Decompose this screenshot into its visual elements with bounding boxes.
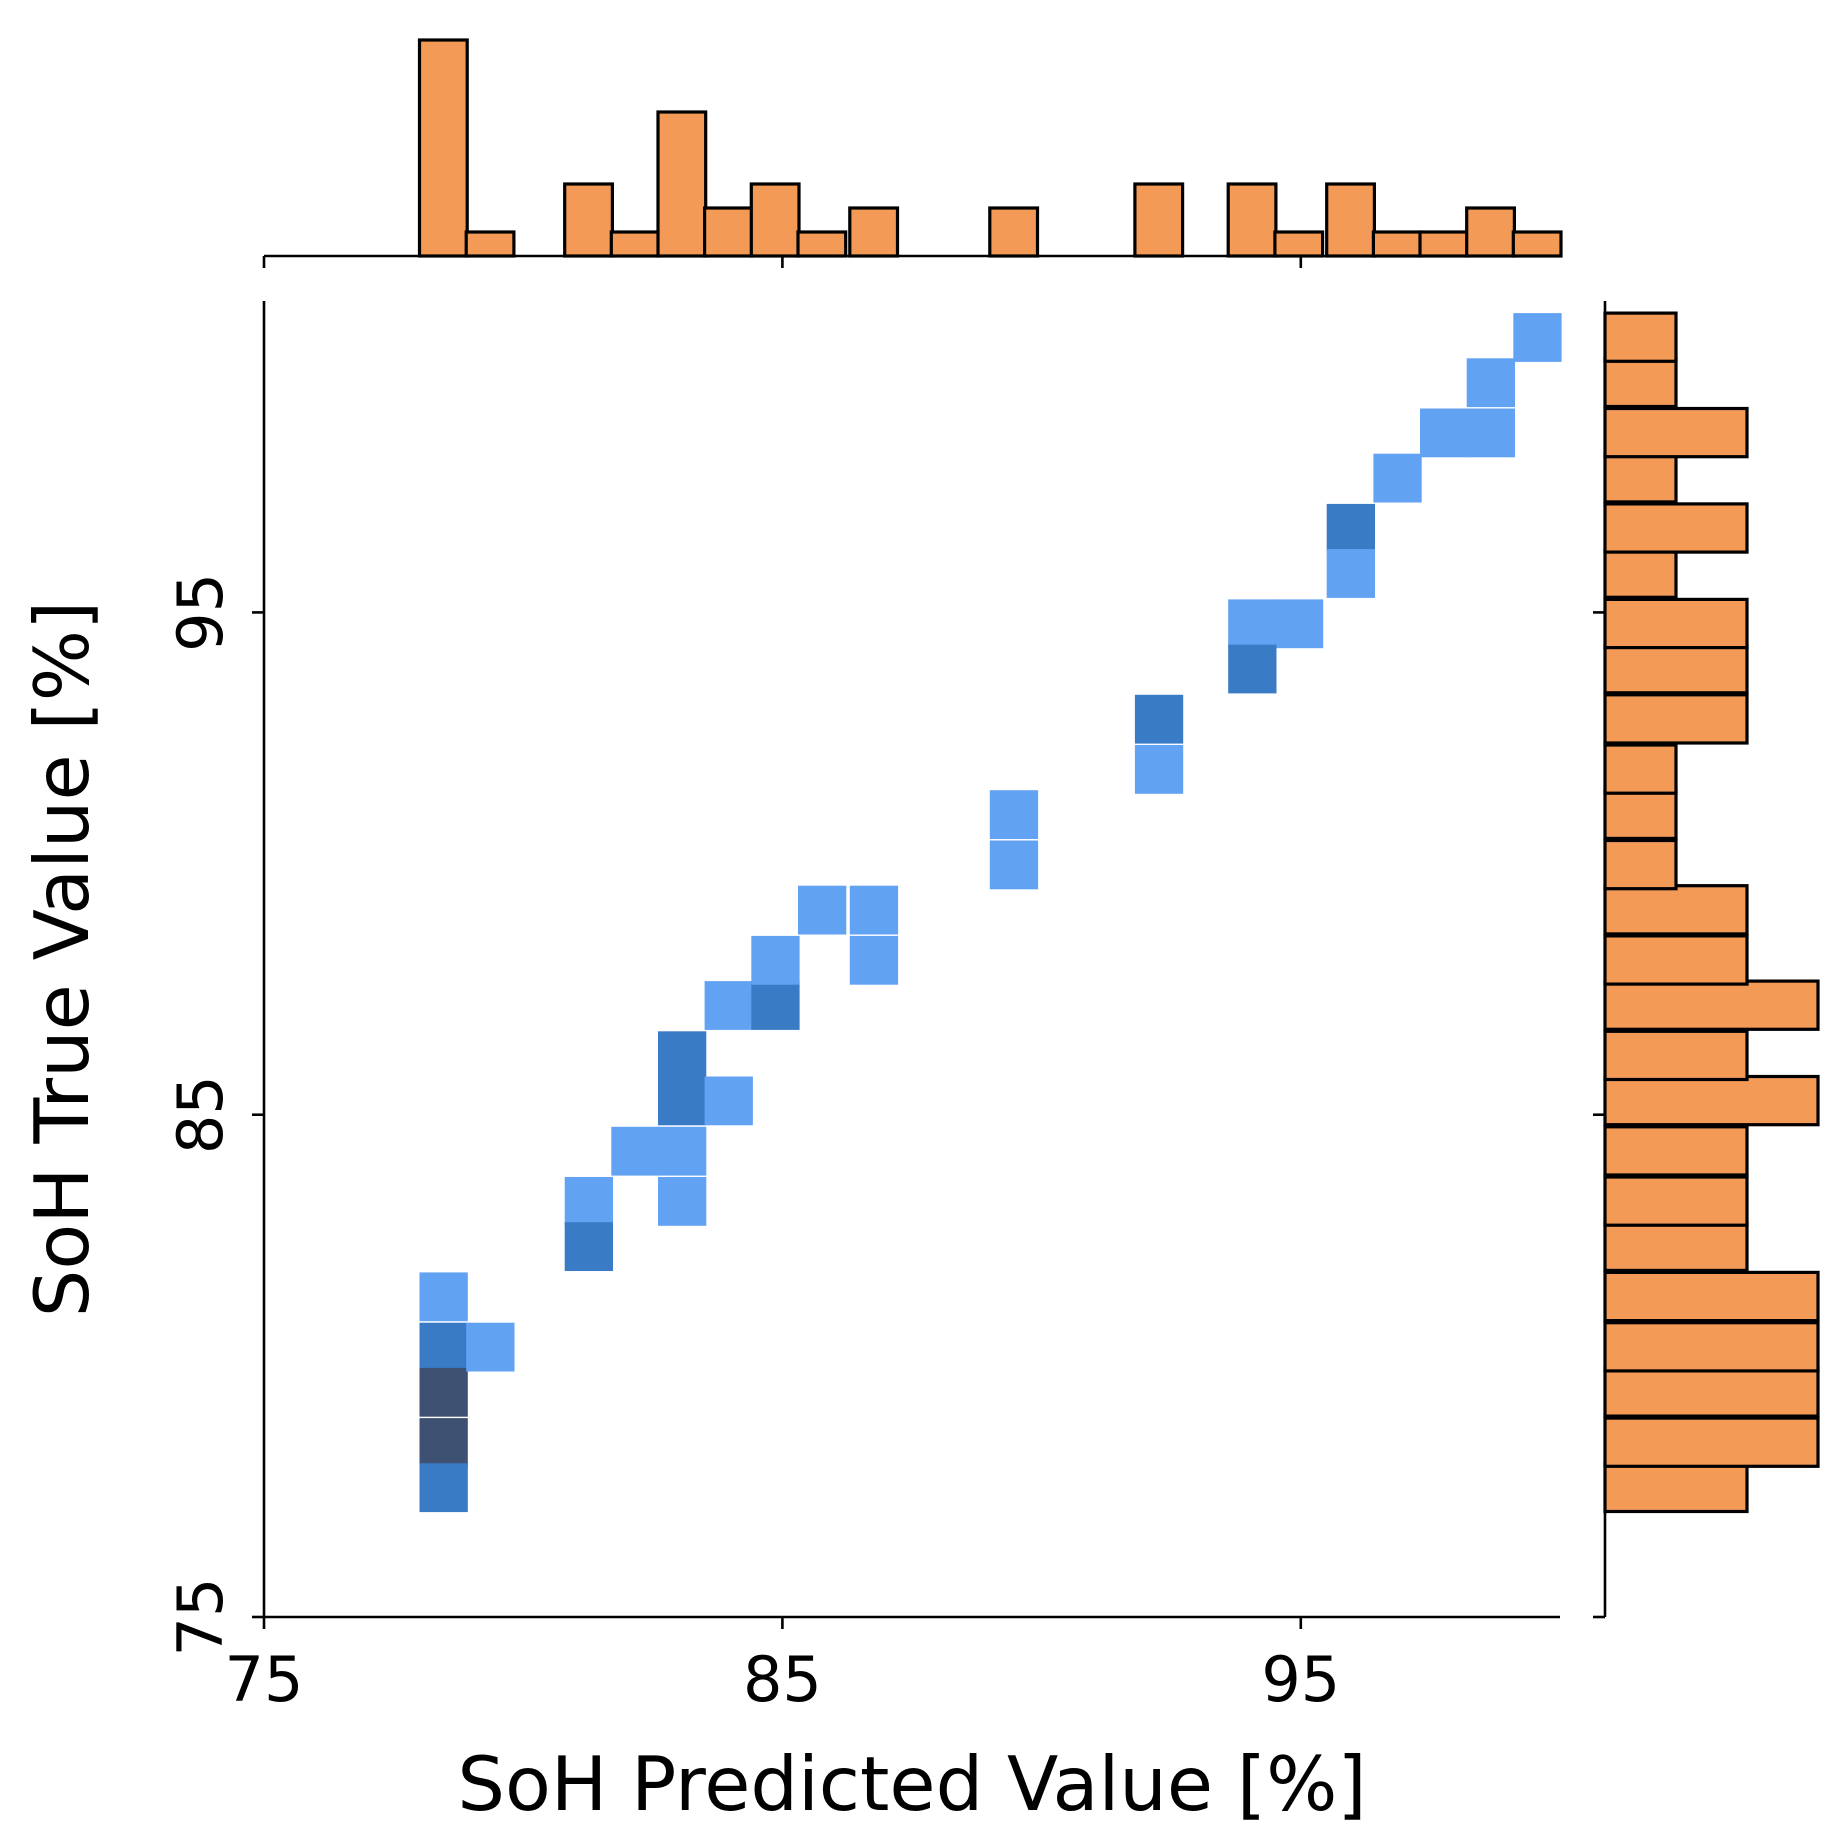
heatmap-cell bbox=[419, 1367, 468, 1417]
marginal-y-bar bbox=[1603, 1270, 1820, 1323]
heatmap-cell bbox=[658, 1126, 707, 1176]
y-tick-label: 95 bbox=[164, 573, 237, 652]
marginal-x-bar bbox=[656, 110, 708, 258]
marginal-x-bar bbox=[563, 182, 615, 258]
x-tick-label: 95 bbox=[1261, 1643, 1340, 1716]
heatmap-cell bbox=[658, 1177, 707, 1226]
marginal-y-bar bbox=[1603, 406, 1749, 459]
marginal-x-bar bbox=[1511, 230, 1563, 258]
marginal-x-histogram bbox=[417, 38, 1563, 258]
heatmap-cell bbox=[1466, 358, 1515, 408]
marginal-y-bar bbox=[1603, 1220, 1749, 1272]
marginal-y-bar bbox=[1603, 743, 1678, 795]
marginal-y-bar bbox=[1603, 1321, 1820, 1373]
y-tick-label: 75 bbox=[164, 1578, 237, 1657]
heatmap-cell bbox=[658, 1076, 707, 1126]
heatmap-cell bbox=[1420, 408, 1469, 458]
marginal-y-bar bbox=[1603, 1125, 1749, 1177]
heatmap-cell bbox=[849, 935, 899, 985]
heatmap-cell bbox=[798, 885, 847, 935]
marginal-x-bar bbox=[848, 206, 900, 258]
heatmap-cell bbox=[1134, 694, 1184, 744]
marginal-x-bar bbox=[1418, 230, 1470, 258]
heatmap-cell bbox=[564, 1177, 613, 1226]
marginal-x-bar bbox=[1325, 182, 1376, 258]
heatmap-cell bbox=[1466, 408, 1515, 458]
heatmap-cells bbox=[419, 313, 1562, 1513]
marginal-y-bar bbox=[1603, 502, 1749, 554]
marginal-y-bar bbox=[1603, 1461, 1749, 1514]
heatmap-cell bbox=[704, 1076, 753, 1126]
marginal-y-bar bbox=[1603, 356, 1678, 409]
heatmap-cell bbox=[849, 885, 899, 935]
marginal-x-bar bbox=[1465, 206, 1516, 258]
heatmap-cell bbox=[989, 840, 1039, 890]
heatmap-cell bbox=[1373, 453, 1422, 503]
heatmap-cell bbox=[751, 981, 800, 1030]
y-axis-title: SoH True Value [%] bbox=[18, 601, 106, 1317]
marginal-x-bar bbox=[1371, 230, 1423, 258]
x-tick-label: 75 bbox=[225, 1643, 304, 1716]
marginal-x-bar bbox=[1273, 230, 1325, 258]
marginal-x-bar bbox=[796, 230, 848, 258]
marginal-y-bar bbox=[1603, 788, 1678, 841]
marginal-x-bar bbox=[609, 230, 661, 258]
marginal-y-bar bbox=[1603, 1366, 1820, 1418]
marginal-y-bar bbox=[1603, 1074, 1820, 1127]
heatmap-cell bbox=[1513, 313, 1562, 362]
marginal-y-bar bbox=[1603, 1029, 1749, 1082]
axis-ticks: 75 85 95 75 85 95 bbox=[164, 256, 1605, 1716]
marginal-x-bar bbox=[749, 182, 801, 258]
heatmap-cell bbox=[1326, 549, 1375, 598]
y-tick-label: 85 bbox=[164, 1075, 237, 1154]
heatmap-cell bbox=[1228, 599, 1277, 649]
heatmap-cell bbox=[704, 981, 753, 1030]
marginal-y-bar bbox=[1603, 934, 1749, 986]
marginal-x-bar bbox=[464, 230, 516, 258]
marginal-y-histogram bbox=[1603, 311, 1820, 1514]
marginal-x-bar bbox=[417, 38, 469, 258]
marginal-y-bar bbox=[1603, 311, 1678, 363]
heatmap-cell bbox=[564, 1222, 613, 1271]
marginal-y-bar bbox=[1603, 547, 1678, 599]
marginal-x-bar bbox=[1133, 182, 1185, 258]
heatmap-cell bbox=[419, 1418, 468, 1467]
marginal-y-bar bbox=[1603, 838, 1678, 891]
marginal-y-bar bbox=[1603, 452, 1678, 504]
marginal-x-bar bbox=[1226, 182, 1278, 258]
x-axis-title: SoH Predicted Value [%] bbox=[457, 1740, 1366, 1828]
heatmap-cell bbox=[419, 1463, 468, 1513]
x-tick-label: 85 bbox=[743, 1643, 822, 1716]
marginal-x-bar bbox=[988, 206, 1040, 258]
marginal-y-bar bbox=[1603, 1416, 1820, 1468]
heatmap-cell bbox=[1228, 644, 1277, 694]
marginal-y-bar bbox=[1603, 979, 1820, 1031]
heatmap-cell bbox=[1274, 599, 1324, 649]
heatmap-cell bbox=[1326, 503, 1375, 553]
heatmap-cell bbox=[658, 1031, 707, 1081]
marginal-y-bar bbox=[1603, 597, 1749, 650]
heatmap-cell bbox=[611, 1126, 660, 1176]
heatmap-cell bbox=[1134, 745, 1184, 794]
heatmap-cell bbox=[989, 790, 1039, 839]
marginal-y-bar bbox=[1603, 693, 1749, 745]
marginal-y-bar bbox=[1603, 884, 1749, 936]
heatmap-cell bbox=[419, 1272, 468, 1322]
heatmap-cell bbox=[419, 1322, 468, 1372]
heatmap-cell bbox=[466, 1322, 515, 1372]
marginal-x-bar bbox=[702, 206, 754, 258]
heatmap-cell bbox=[751, 935, 800, 985]
marginal-y-bar bbox=[1603, 642, 1749, 695]
marginal-y-bar bbox=[1603, 1175, 1749, 1227]
